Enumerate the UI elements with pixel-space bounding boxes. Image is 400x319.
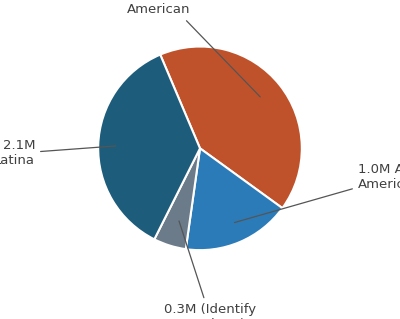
- Wedge shape: [98, 55, 200, 239]
- Text: 2.4M African
American: 2.4M African American: [127, 0, 260, 97]
- Text: 2.1M
Latina: 2.1M Latina: [0, 139, 116, 167]
- Wedge shape: [160, 47, 302, 208]
- Wedge shape: [154, 148, 200, 249]
- Text: 1.0M Asian
American: 1.0M Asian American: [234, 163, 400, 223]
- Text: 0.3M (Identify
as Other*): 0.3M (Identify as Other*): [164, 221, 256, 319]
- Wedge shape: [186, 148, 282, 250]
